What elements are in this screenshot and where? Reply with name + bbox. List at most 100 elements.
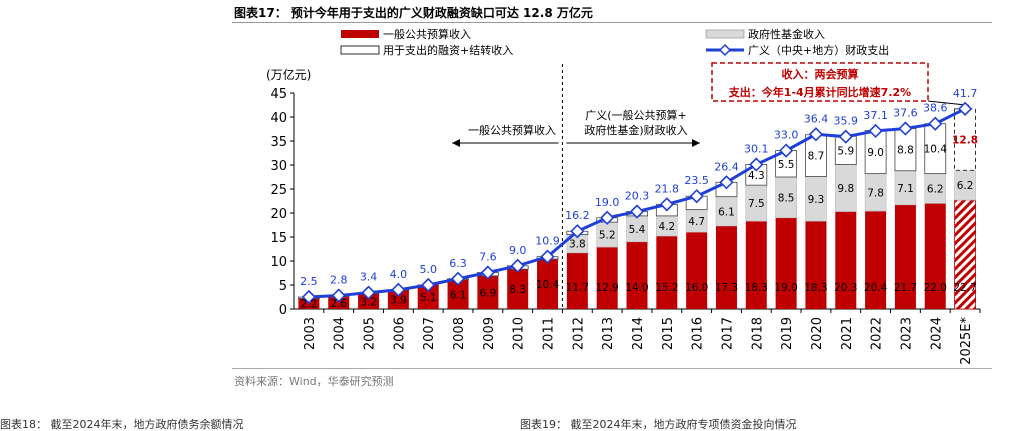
x-tick-label: 2022 [870, 317, 885, 350]
general-budget-label: 6.9 [480, 287, 497, 299]
bar-general-budget [447, 279, 469, 309]
line-value-label: 4.0 [390, 268, 408, 281]
source-divider [232, 368, 992, 369]
bar-general-budget [894, 204, 916, 309]
y-tick-label: 20 [270, 207, 287, 222]
financing-label: 5.5 [778, 159, 795, 171]
general-budget-label: 20.3 [834, 282, 857, 294]
financing-label: 5.9 [837, 145, 854, 157]
y-tick-label: 15 [270, 231, 287, 246]
title-divider [232, 22, 992, 23]
x-tick-label: 2018 [750, 317, 765, 350]
line-value-label: 35.9 [834, 115, 859, 128]
bar-general-budget [328, 296, 350, 309]
line-point [778, 143, 794, 158]
gov-fund-label: 4.7 [688, 216, 705, 228]
bar-general-budget [566, 252, 588, 309]
line-value-label: 37.6 [893, 107, 918, 120]
y-tick-label: 40 [270, 111, 287, 126]
general-budget-label: 3.9 [390, 295, 407, 307]
forecast-note-line1: 收入：两会预算 [782, 67, 859, 81]
line-point [719, 175, 734, 190]
line-value-label: 30.1 [744, 143, 769, 156]
line-value-label: 6.3 [449, 257, 467, 270]
x-tick-label: 2025E* [959, 317, 974, 365]
general-budget-label: 22.0 [924, 282, 947, 294]
y-tick-label: 10 [270, 255, 287, 270]
gov-fund-label: 6.2 [927, 184, 944, 196]
x-tick-label: 2008 [452, 317, 467, 350]
line-point [600, 210, 615, 225]
line-point [957, 101, 973, 116]
forecast-note-box [711, 62, 929, 102]
bottom-caption-right: 图表19： 截至2024年末，地方政府专项债资金投向情况 [520, 418, 797, 431]
line-value-label: 38.6 [923, 102, 948, 115]
forecast-note-line2: 支出：今年1-4月累计同比增速7.2% [728, 85, 911, 99]
gov-fund-label: 5.4 [629, 224, 646, 236]
gov-fund-label: 9.8 [837, 183, 854, 195]
gov-fund-label: 7.5 [748, 198, 765, 210]
x-tick-label: 2014 [631, 317, 646, 350]
general-budget-label: 17.3 [715, 282, 738, 294]
bar-general-budget [358, 293, 380, 309]
right-region-label-1: 广义(一般公共预算+ [585, 108, 687, 122]
x-tick-label: 2010 [512, 317, 527, 350]
x-tick-label: 2003 [303, 317, 318, 350]
line-point [749, 157, 764, 172]
x-tick-label: 2016 [691, 317, 706, 350]
right-region-label-2: 政府性基金)财政收入 [584, 123, 687, 137]
x-tick-label: 2017 [720, 317, 735, 350]
bar-general-budget [865, 211, 887, 309]
y-axis-title: (万亿元) [266, 67, 311, 82]
bar-general-budget [686, 232, 708, 309]
y-tick-label: 25 [270, 183, 287, 198]
chart-axes: 0 5 10 15 20 25 30 35 40 45 (万亿元) 2003 2004 2005 2006 2… [266, 67, 981, 365]
gov-fund-label: 7.1 [897, 183, 914, 195]
general-budget-label: 11.7 [566, 282, 589, 294]
x-tick-label: 2005 [363, 317, 378, 350]
line-value-label: 20.3 [625, 190, 650, 203]
line-value-label: 10.9 [535, 235, 560, 248]
bar-general-budget [596, 247, 618, 309]
bar-general-budget [656, 236, 678, 309]
line-point [510, 258, 525, 273]
left-region-arrow-head [452, 139, 460, 147]
general-budget-label: 3.2 [360, 296, 377, 308]
line-value-label: 26.4 [714, 160, 739, 173]
line-value-label: 2.5 [300, 275, 318, 288]
gov-fund-label: 7.8 [867, 187, 884, 199]
general-budget-label: 18.3 [745, 282, 768, 294]
line-point [480, 265, 496, 280]
general-budget-label: 2.6 [330, 298, 347, 310]
bar-general-budget [805, 221, 827, 309]
gov-fund-label: 5.2 [599, 230, 616, 242]
bottom-captions: 图表18： 截至2024年末，地方政府债务余额情况 图表19： 截至2024年末… [0, 414, 1028, 431]
general-budget-label: 21.7 [894, 282, 917, 294]
general-budget-label: 10.4 [536, 279, 560, 291]
line-value-label: 36.4 [804, 112, 829, 125]
line-value-label: 33.0 [774, 129, 799, 142]
bar-general-budget [775, 217, 797, 309]
financing-label: 8.8 [897, 145, 914, 157]
x-tick-label: 2021 [840, 317, 855, 350]
line-point [808, 127, 824, 142]
x-tick-label: 2004 [333, 317, 348, 350]
gov-fund-label: 9.3 [808, 194, 825, 206]
general-budget-label: 15.2 [655, 282, 678, 294]
right-region-arrow-head [692, 139, 700, 147]
x-tick-label: 2019 [780, 317, 795, 350]
general-budget-label: 8.3 [509, 284, 526, 296]
line-point [868, 123, 883, 139]
left-region-label: 一般公共预算收入 [468, 123, 556, 137]
line-point [689, 189, 704, 204]
general-budget-label: 18.3 [804, 282, 827, 294]
legend-swatch-gov-fund [705, 29, 745, 39]
bar-general-budget [537, 259, 559, 309]
chart-line-series [301, 101, 973, 305]
gov-fund-label: 3.8 [569, 239, 586, 251]
gov-fund-label: 4.2 [658, 221, 675, 233]
line-point [570, 224, 585, 239]
general-budget-label: 5.1 [420, 292, 437, 304]
